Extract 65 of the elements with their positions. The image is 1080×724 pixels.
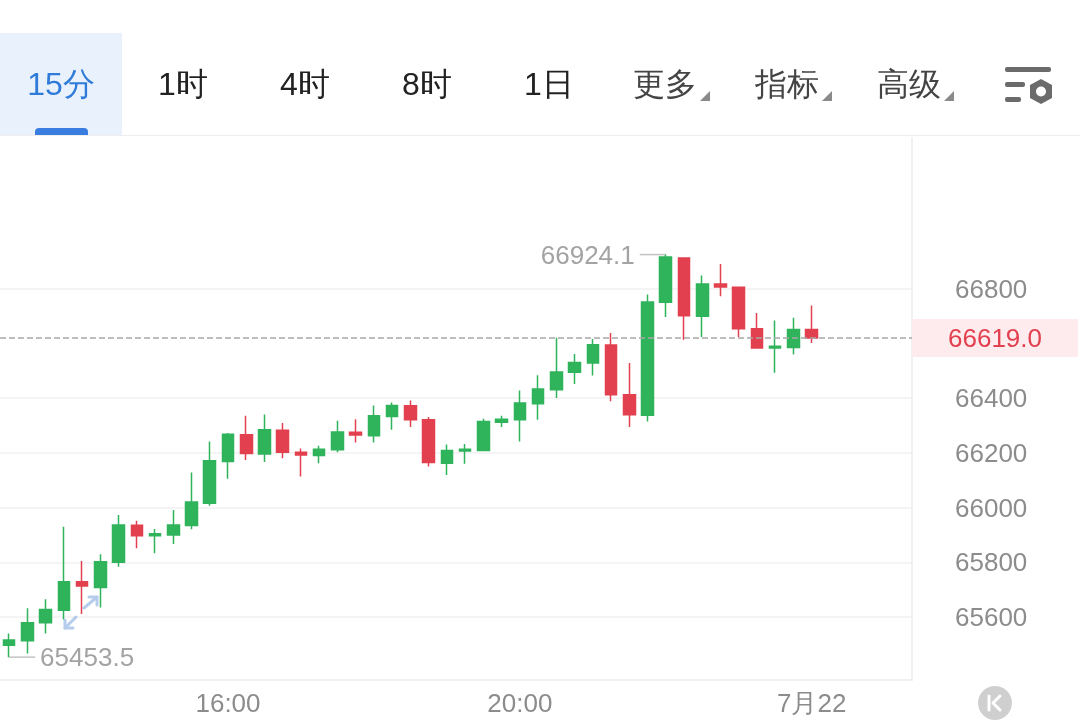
candlestick: [111, 514, 126, 568]
y-tick-label: 65800: [955, 547, 1028, 578]
x-tick-label: 7月22: [776, 688, 847, 718]
candlestick: [93, 553, 108, 609]
y-tick-label: 66400: [955, 383, 1028, 414]
text: 1日: [524, 66, 574, 102]
y-tick-label: 66000: [955, 492, 1028, 523]
y-tick-label: 65600: [955, 602, 1028, 633]
candlestick: [275, 422, 290, 460]
candlestick: [367, 404, 381, 444]
candlestick: [202, 440, 217, 507]
candlestick: [713, 263, 728, 297]
candlestick: [130, 519, 144, 550]
candlestick: [750, 312, 764, 349]
text: 4时: [280, 66, 330, 102]
y-tick-label: 66200: [955, 437, 1028, 468]
candlestick: [440, 443, 454, 476]
x-tick-label: 16:00: [195, 688, 261, 718]
text: 更多: [632, 66, 697, 102]
candlestick: [38, 598, 53, 635]
x-tick-label: 20:00: [487, 688, 553, 718]
candlestick: [257, 413, 272, 463]
candlestick: [677, 257, 691, 341]
candlestick: [2, 632, 16, 658]
candlestick: [494, 415, 509, 428]
ref-line-label: 66619.0: [948, 323, 1042, 354]
y-tick-label: 66800: [955, 273, 1028, 304]
candlestick: [294, 447, 308, 478]
candlestick: [531, 374, 545, 421]
text: 高级: [876, 66, 941, 102]
candlestick: [513, 389, 527, 443]
candlestick: [312, 444, 326, 464]
candlestick: [768, 319, 782, 374]
candlestick: [421, 416, 436, 468]
candlestick: [458, 443, 472, 465]
candlestick: [348, 418, 363, 444]
candlestick: [640, 293, 655, 423]
candlestick: [57, 525, 71, 621]
candlestick: [148, 528, 162, 555]
candlestick: [549, 337, 564, 399]
candlestick: [786, 317, 801, 356]
candlestick: [385, 401, 399, 431]
candlestick: [804, 304, 819, 344]
candlestick: [695, 274, 710, 338]
candlestick: [586, 338, 600, 377]
candlestick: [166, 509, 181, 545]
text: 15分: [27, 66, 95, 102]
candlestick: [731, 286, 746, 338]
text: 指标: [754, 66, 819, 102]
candlestick: [75, 560, 89, 615]
candlestick: [567, 353, 582, 385]
candlestick: [20, 607, 35, 655]
candlestick: [403, 399, 418, 428]
candlestick: [622, 362, 637, 428]
candlestick: [476, 418, 491, 452]
candlestick: [604, 332, 618, 403]
candlestick: [221, 432, 235, 480]
annotation: 65453.5: [40, 642, 135, 673]
candlestick: [658, 253, 673, 318]
text: 8时: [402, 66, 452, 102]
text: 1时: [158, 66, 208, 102]
annotation: 66924.1: [540, 239, 635, 270]
candlestick: [330, 420, 345, 453]
candlestick: [239, 415, 254, 461]
candlestick: [184, 471, 199, 530]
